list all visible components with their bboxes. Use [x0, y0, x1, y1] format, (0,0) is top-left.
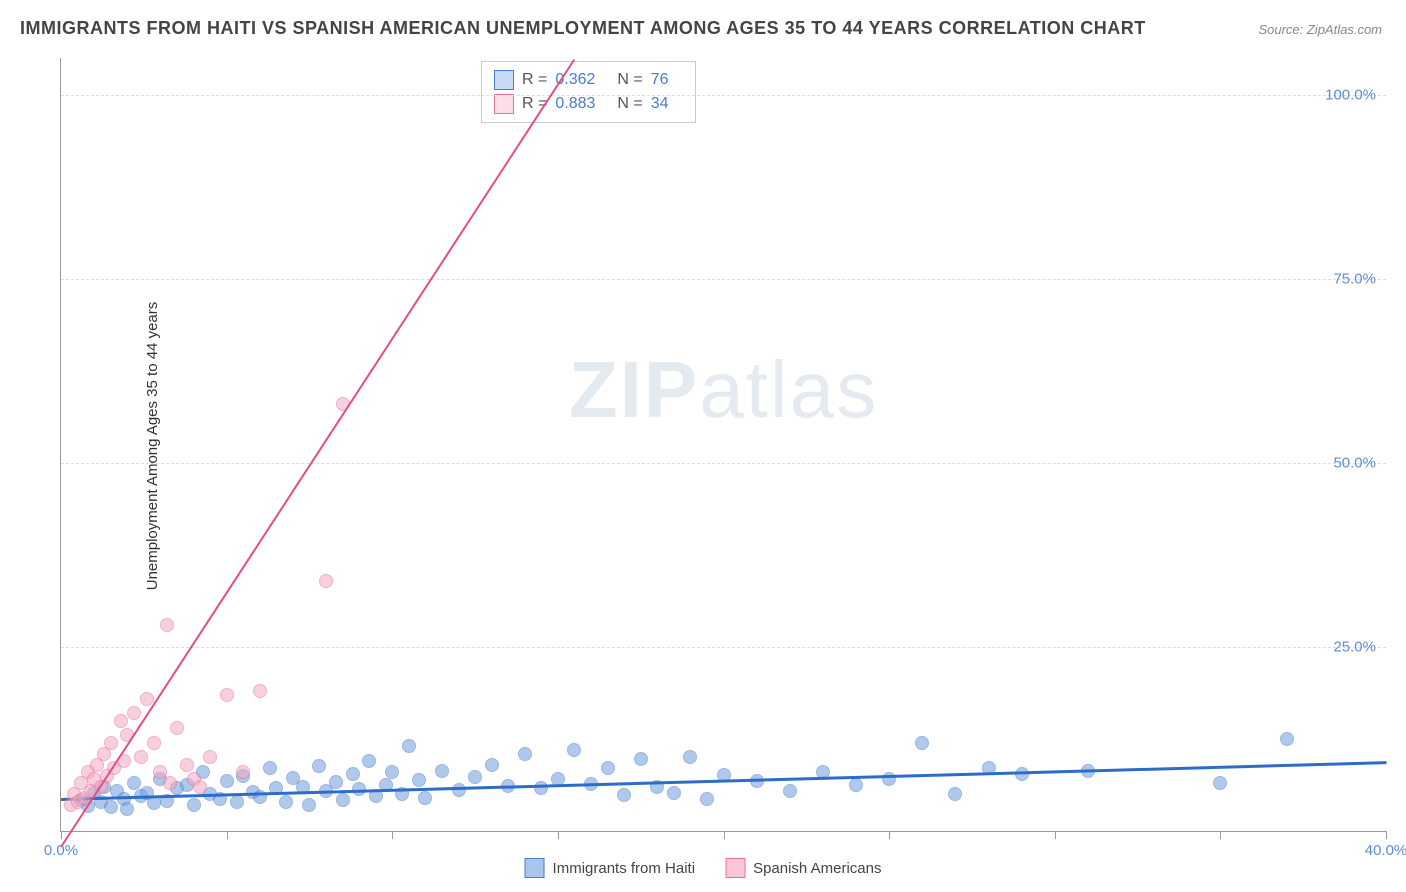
data-point — [230, 795, 244, 809]
data-point — [147, 796, 161, 810]
data-point — [163, 776, 177, 790]
data-point — [220, 774, 234, 788]
legend-label: Immigrants from Haiti — [553, 860, 696, 877]
data-point — [683, 750, 697, 764]
data-point — [385, 765, 399, 779]
x-tick — [1220, 831, 1221, 839]
gridline — [61, 463, 1386, 464]
data-point — [485, 758, 499, 772]
data-point — [534, 781, 548, 795]
gridline — [61, 279, 1386, 280]
watermark: ZIPatlas — [569, 344, 878, 436]
series-swatch — [494, 94, 514, 114]
data-point — [263, 761, 277, 775]
trend-line — [61, 761, 1386, 800]
data-point — [193, 780, 207, 794]
gridline — [61, 647, 1386, 648]
gridline — [61, 95, 1386, 96]
series-swatch — [494, 70, 514, 90]
data-point — [180, 758, 194, 772]
data-point — [329, 775, 343, 789]
data-point — [319, 574, 333, 588]
x-tick — [227, 831, 228, 839]
data-point — [402, 739, 416, 753]
stat-n-label: N = — [617, 71, 642, 89]
x-tick — [392, 831, 393, 839]
trend-line — [60, 58, 575, 847]
data-point — [302, 798, 316, 812]
x-tick — [558, 831, 559, 839]
data-point — [849, 778, 863, 792]
data-point — [948, 787, 962, 801]
data-point — [104, 800, 118, 814]
chart-container: IMMIGRANTS FROM HAITI VS SPANISH AMERICA… — [0, 0, 1406, 892]
y-tick-label: 50.0% — [1333, 454, 1376, 471]
data-point — [236, 765, 250, 779]
data-point — [279, 795, 293, 809]
data-point — [435, 764, 449, 778]
data-point — [418, 791, 432, 805]
data-point — [147, 736, 161, 750]
data-point — [346, 767, 360, 781]
data-point — [253, 684, 267, 698]
data-point — [336, 793, 350, 807]
data-point — [127, 706, 141, 720]
data-point — [312, 759, 326, 773]
data-point — [362, 754, 376, 768]
data-point — [667, 786, 681, 800]
data-point — [617, 788, 631, 802]
x-tick — [61, 831, 62, 839]
data-point — [170, 721, 184, 735]
data-point — [1213, 776, 1227, 790]
source-attribution: Source: ZipAtlas.com — [1258, 22, 1382, 37]
stat-n-label: N = — [617, 95, 642, 113]
data-point — [915, 736, 929, 750]
chart-title: IMMIGRANTS FROM HAITI VS SPANISH AMERICA… — [20, 18, 1146, 39]
plot-area: ZIPatlas R = 0.362N = 76R = 0.883N = 34 … — [60, 58, 1386, 832]
data-point — [452, 783, 466, 797]
legend-swatch — [725, 858, 745, 878]
data-point — [104, 736, 118, 750]
y-tick-label: 100.0% — [1325, 86, 1376, 103]
data-point — [134, 750, 148, 764]
data-point — [120, 802, 134, 816]
y-tick-label: 25.0% — [1333, 638, 1376, 655]
data-point — [634, 752, 648, 766]
stat-r-label: R = — [522, 71, 547, 89]
data-point — [700, 792, 714, 806]
x-tick-label: 40.0% — [1365, 842, 1406, 859]
data-point — [187, 798, 201, 812]
stat-n-value: 34 — [651, 95, 669, 113]
data-point — [160, 618, 174, 632]
data-point — [412, 773, 426, 787]
data-point — [783, 784, 797, 798]
legend-swatch — [525, 858, 545, 878]
x-tick — [889, 831, 890, 839]
legend-item: Spanish Americans — [725, 858, 881, 878]
data-point — [601, 761, 615, 775]
data-point — [518, 747, 532, 761]
data-point — [114, 714, 128, 728]
y-tick-label: 75.0% — [1333, 270, 1376, 287]
legend: Immigrants from Haiti Spanish Americans — [525, 858, 882, 878]
stat-r-value: 0.883 — [555, 95, 595, 113]
data-point — [567, 743, 581, 757]
data-point — [203, 750, 217, 764]
x-tick — [1386, 831, 1387, 839]
x-tick — [1055, 831, 1056, 839]
x-tick — [724, 831, 725, 839]
data-point — [468, 770, 482, 784]
legend-item: Immigrants from Haiti — [525, 858, 696, 878]
legend-label: Spanish Americans — [753, 860, 881, 877]
data-point — [1280, 732, 1294, 746]
stat-n-value: 76 — [651, 71, 669, 89]
stats-row: R = 0.362N = 76 — [494, 68, 683, 92]
correlation-stats-box: R = 0.362N = 76R = 0.883 N = 34 — [481, 61, 696, 123]
data-point — [220, 688, 234, 702]
